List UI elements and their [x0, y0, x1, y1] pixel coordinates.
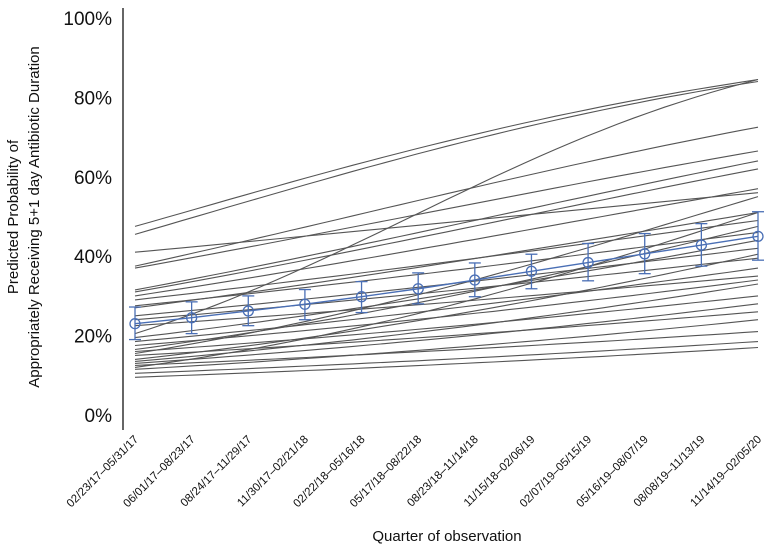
mean-point-10 — [639, 248, 651, 260]
facility-line-1 — [134, 78, 759, 227]
overall-series — [129, 211, 764, 341]
y-tick-label: 0% — [85, 406, 113, 427]
mean-point-12 — [752, 230, 764, 243]
facility-line-26 — [134, 331, 759, 366]
y-tick-labels: 0% 20% 40% 60% 80% 100% — [63, 9, 112, 427]
facility-line-8 — [134, 188, 759, 297]
x-axis-label: Quarter of observation — [372, 528, 521, 545]
facility-line-14 — [134, 275, 759, 327]
facility-line-19 — [134, 225, 759, 351]
facility-line-13 — [134, 257, 759, 321]
facility-line-2 — [134, 80, 759, 235]
facility-line-20 — [134, 295, 759, 353]
mean-point-1 — [129, 318, 141, 330]
facility-line-29 — [134, 346, 759, 378]
facility-line-9 — [134, 219, 759, 301]
mean-point-5 — [355, 291, 368, 303]
mean-point-9 — [582, 256, 594, 269]
facility-line-22 — [134, 311, 759, 356]
mean-point-6 — [412, 283, 424, 295]
mean-point-7 — [469, 274, 481, 286]
mean-point-8 — [525, 265, 538, 277]
y-axis-label-line1: Predicted Probability of — [5, 139, 22, 294]
facility-line-11 — [134, 211, 759, 309]
facility-lines — [134, 78, 759, 378]
x-tick-labels: 02/23/17–05/31/1706/01/17–08/23/1708/24/… — [65, 434, 764, 510]
y-tick-label: 100% — [63, 9, 112, 30]
y-tick-label: 20% — [74, 327, 112, 348]
mean-point-4 — [299, 298, 311, 310]
facility-line-4 — [134, 126, 759, 267]
y-tick-label: 60% — [74, 168, 112, 189]
facility-line-3 — [134, 192, 759, 253]
overall-line — [134, 235, 759, 325]
mean-point-2 — [185, 312, 198, 324]
facility-line-17 — [134, 267, 759, 343]
facility-line-15 — [134, 78, 759, 335]
facility-line-28 — [134, 341, 759, 374]
facility-line-24 — [134, 283, 759, 362]
facility-line-23 — [134, 253, 759, 360]
mean-point-11 — [695, 239, 708, 251]
mean-point-3 — [242, 305, 254, 317]
facility-line-5 — [134, 150, 759, 269]
facility-line-27 — [134, 211, 759, 368]
facility-line-7 — [134, 168, 759, 293]
facility-line-30 — [134, 319, 759, 370]
facility-line-25 — [134, 303, 759, 364]
facility-line-6 — [134, 160, 759, 291]
y-tick-label: 40% — [74, 247, 112, 268]
y-tick-label: 80% — [74, 88, 112, 109]
facility-line-16 — [134, 239, 759, 339]
facility-line-21 — [134, 196, 759, 355]
y-axis-label-line2: Appropriately Receiving 5+1 day Antibiot… — [26, 46, 43, 387]
